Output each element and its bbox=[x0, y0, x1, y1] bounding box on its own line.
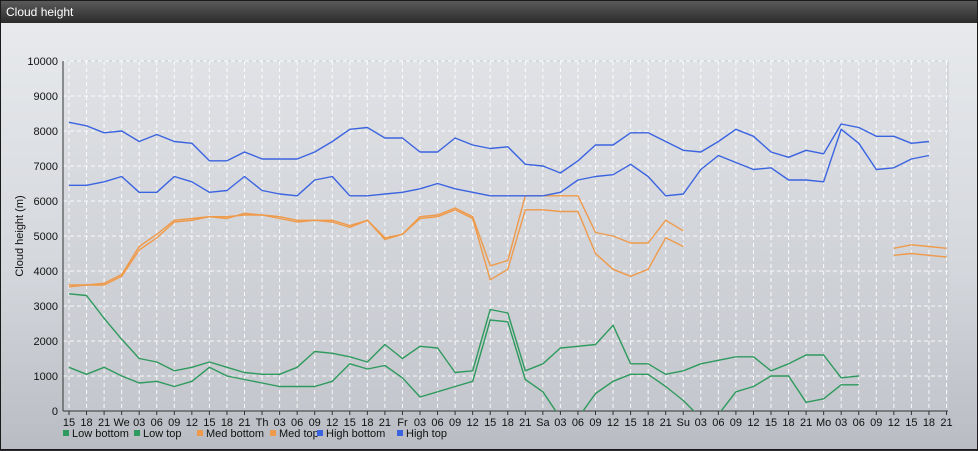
x-tick-label: 18 bbox=[361, 417, 373, 429]
x-tick-label: 09 bbox=[730, 417, 742, 429]
x-tick-label: 21 bbox=[379, 417, 391, 429]
y-tick-label: 6000 bbox=[34, 196, 58, 208]
x-tick-label: 18 bbox=[80, 417, 92, 429]
x-tick-label: 15 bbox=[484, 417, 496, 429]
y-tick-label: 3000 bbox=[34, 301, 58, 313]
x-tick-label: 18 bbox=[221, 417, 233, 429]
x-tick-label: 18 bbox=[642, 417, 654, 429]
x-tick-label: Mo bbox=[816, 417, 831, 429]
series-line bbox=[68, 319, 859, 411]
x-tick-label: 09 bbox=[589, 417, 601, 429]
legend-label: Low bottom bbox=[72, 428, 129, 440]
y-tick-label: 4000 bbox=[34, 266, 58, 278]
x-tick-label: 12 bbox=[326, 417, 338, 429]
x-tick-label: 12 bbox=[467, 417, 479, 429]
series-lines bbox=[68, 121, 947, 411]
legend-swatch bbox=[134, 430, 140, 436]
x-tick-label: Fr bbox=[397, 417, 408, 429]
x-tick-label: 21 bbox=[660, 417, 672, 429]
x-tick-label: 03 bbox=[414, 417, 426, 429]
x-tick-label: 03 bbox=[273, 417, 285, 429]
y-tick-label: 0 bbox=[52, 406, 58, 418]
legend-swatch bbox=[397, 430, 403, 436]
x-tick-label: 09 bbox=[309, 417, 321, 429]
x-tick-label: 18 bbox=[502, 417, 514, 429]
x-tick-label: 21 bbox=[98, 417, 110, 429]
legend-swatch bbox=[270, 430, 276, 436]
series-line bbox=[68, 121, 930, 174]
y-tick-label: 8000 bbox=[34, 126, 58, 138]
legend-swatch bbox=[63, 430, 69, 436]
cloud-height-chart: 0 1000 2000 3000 4000 5000 6000 7000 8000 9000 100… bbox=[14, 56, 953, 440]
y-tick-label: 2000 bbox=[34, 336, 58, 348]
series-line bbox=[69, 195, 947, 286]
x-tick-label: 03 bbox=[554, 417, 566, 429]
x-tick-label: 03 bbox=[835, 417, 847, 429]
x-tick-label: 12 bbox=[888, 417, 900, 429]
x-tick-label: 06 bbox=[853, 417, 865, 429]
y-tick-label: 9000 bbox=[34, 91, 58, 103]
y-tick-label: 1000 bbox=[34, 371, 58, 383]
x-tick-label: Th bbox=[256, 417, 269, 429]
x-tick-label: 09 bbox=[168, 417, 180, 429]
x-tick-label: 21 bbox=[238, 417, 250, 429]
legend-swatch bbox=[317, 430, 323, 436]
x-tick-label: 06 bbox=[572, 417, 584, 429]
x-tick-label: 21 bbox=[800, 417, 812, 429]
legend-label: Med bottom bbox=[206, 428, 264, 440]
x-tick-label: 12 bbox=[747, 417, 759, 429]
x-tick-label: 15 bbox=[203, 417, 215, 429]
legend-label: Med top bbox=[279, 428, 319, 440]
y-tick-label: 10000 bbox=[27, 56, 58, 68]
x-tick-label: 21 bbox=[519, 417, 531, 429]
x-tick-label: 15 bbox=[624, 417, 636, 429]
window-title: Cloud height bbox=[1, 1, 977, 23]
grid-lines bbox=[63, 60, 948, 411]
x-tick-label: 21 bbox=[940, 417, 952, 429]
x-tick-label: We bbox=[113, 417, 129, 429]
legend-swatch bbox=[197, 430, 203, 436]
x-tick-label: 12 bbox=[186, 417, 198, 429]
series-line bbox=[69, 128, 930, 197]
legend: Low bottom Low top Med bottom Med top High b… bbox=[63, 428, 447, 440]
x-tick-label: Sa bbox=[536, 417, 550, 429]
y-tick-label: 7000 bbox=[34, 161, 58, 173]
y-tick-label: 5000 bbox=[34, 231, 58, 243]
y-axis-label: Cloud height (m) bbox=[14, 195, 26, 276]
x-tick-label: 18 bbox=[923, 417, 935, 429]
axes: 0 1000 2000 3000 4000 5000 6000 7000 8000 9000 100… bbox=[27, 56, 952, 429]
x-tick-label: 15 bbox=[63, 417, 75, 429]
x-tick-label: 06 bbox=[712, 417, 724, 429]
x-tick-label: Su bbox=[677, 417, 690, 429]
x-tick-label: 06 bbox=[151, 417, 163, 429]
x-tick-label: 09 bbox=[449, 417, 461, 429]
x-tick-label: 18 bbox=[782, 417, 794, 429]
x-tick-label: 06 bbox=[431, 417, 443, 429]
x-tick-label: 12 bbox=[607, 417, 619, 429]
series-line bbox=[68, 293, 859, 379]
legend-label: High top bbox=[406, 428, 447, 440]
x-tick-label: 03 bbox=[133, 417, 145, 429]
x-tick-label: 09 bbox=[870, 417, 882, 429]
legend-label: Low top bbox=[143, 428, 182, 440]
x-tick-label: 03 bbox=[695, 417, 707, 429]
x-tick-label: 15 bbox=[765, 417, 777, 429]
legend-label: High bottom bbox=[326, 428, 385, 440]
x-tick-label: 15 bbox=[344, 417, 356, 429]
x-tick-label: 06 bbox=[291, 417, 303, 429]
x-tick-label: 15 bbox=[905, 417, 917, 429]
